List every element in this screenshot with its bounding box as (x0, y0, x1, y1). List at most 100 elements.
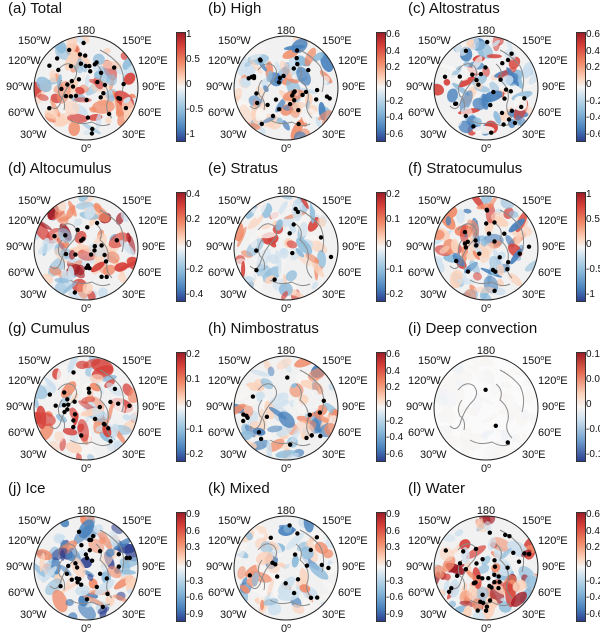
significance-dot (83, 63, 89, 69)
significance-dot (87, 390, 92, 395)
anomaly-patch (75, 585, 90, 596)
anomaly-patch (472, 125, 495, 134)
anomaly-patch (266, 578, 275, 597)
significance-dot (307, 412, 312, 417)
colorbar-tick-label: -0.3 (186, 575, 204, 587)
anomaly-patch (278, 200, 288, 216)
significance-dot (112, 65, 117, 70)
polar-map (433, 35, 539, 141)
significance-dot (268, 535, 273, 540)
significance-dot (88, 252, 94, 257)
anomaly-patch (44, 107, 59, 119)
longitude-label-bottom-left: 30oW (420, 609, 447, 621)
significance-dot (92, 248, 97, 253)
anomaly-patch (511, 591, 527, 607)
significance-dot (474, 77, 479, 83)
anomaly-patch (249, 237, 258, 249)
significance-dot (454, 258, 459, 264)
significance-dot (463, 113, 468, 119)
anomaly-patch (522, 62, 533, 79)
significance-dot (65, 397, 70, 402)
significance-dot (79, 433, 84, 438)
significance-dot (449, 586, 454, 591)
significance-dot (256, 430, 262, 435)
significance-dot (487, 598, 493, 603)
panel-c: (c) Altostratus 180 150oW 150oE 120oW 120oE 90… (400, 0, 600, 160)
significance-dot (47, 63, 52, 68)
longitude-label-top: 180 (76, 25, 96, 37)
anomaly-patch (516, 398, 535, 414)
significance-dot (100, 604, 106, 610)
anomaly-patch (508, 210, 519, 218)
significance-dot (101, 91, 106, 96)
significance-dot (290, 250, 295, 256)
longitude-label-bottom-left: 30oW (20, 609, 47, 621)
colorbar-tick-label: -0.6 (186, 592, 204, 604)
significance-dot (509, 51, 514, 56)
significance-dot (492, 580, 497, 585)
anomaly-patch (67, 266, 75, 280)
anomaly-patch (49, 266, 62, 276)
coastline (469, 599, 511, 607)
anomaly-patch (487, 537, 496, 551)
coastline (469, 439, 511, 447)
anomaly-patch (268, 438, 285, 452)
colorbar-tick-label: 0 (186, 79, 192, 90)
anomaly-patch (266, 70, 273, 82)
longitude-label-lower-right: 60oE (538, 427, 562, 439)
anomaly-patch (491, 40, 501, 47)
polar-map (233, 195, 339, 301)
anomaly-patch (506, 67, 520, 87)
anomaly-patch (297, 404, 319, 415)
significance-dot (457, 74, 462, 79)
significance-dot (480, 557, 485, 562)
significance-dot (89, 558, 95, 563)
significance-dot (52, 234, 57, 239)
anomaly-patch (76, 451, 82, 460)
significance-dot (276, 80, 282, 85)
anomaly-patch (482, 413, 498, 424)
polar-map (33, 35, 139, 141)
coastline (295, 63, 313, 119)
significance-dot (75, 580, 80, 585)
longitude-label-bottom-left: 30oW (220, 449, 247, 461)
coastline (69, 599, 111, 607)
anomaly-patch (237, 226, 247, 248)
colorbar-tick-label: -0.9 (186, 609, 204, 620)
anomaly-patch (323, 562, 338, 577)
longitude-label-right: 90oE (542, 81, 566, 93)
anomaly-patch (68, 249, 76, 260)
longitude-label-lower-left: 60oW (208, 587, 235, 599)
longitude-label-lower-right: 60oE (338, 107, 362, 119)
significance-dot (72, 412, 78, 417)
significance-dot (457, 561, 463, 566)
significance-dot (79, 582, 84, 587)
significance-dot (326, 565, 331, 571)
significance-dot (497, 255, 502, 260)
anomaly-patch (524, 575, 538, 589)
significance-dot (98, 70, 104, 76)
anomaly-patch (234, 385, 251, 400)
significance-dot (73, 252, 78, 257)
anomaly-patch (279, 60, 293, 80)
anomaly-patch (482, 292, 493, 300)
significance-dot (443, 548, 448, 553)
anomaly-patch (114, 262, 128, 272)
anomaly-patch (480, 238, 487, 247)
significance-dot (73, 561, 78, 566)
longitude-label-left: 90oW (406, 81, 433, 93)
coastline (249, 223, 278, 270)
longitude-label-bottom-right: 30oE (322, 449, 346, 461)
significance-dot (489, 585, 494, 590)
significance-dot (292, 89, 297, 94)
significance-dot (275, 574, 280, 579)
anomaly-patch (435, 394, 449, 406)
colorbar-tick-label: 0.6 (386, 525, 400, 537)
colorbar-tick-label: 0.9 (386, 509, 400, 520)
significance-dot (73, 93, 79, 99)
anomaly-patch (53, 533, 64, 544)
anomaly-patch (117, 273, 127, 283)
significance-dot (68, 63, 74, 69)
significance-dot (66, 563, 71, 569)
colorbar-tick-label: 0.4 (386, 365, 400, 377)
